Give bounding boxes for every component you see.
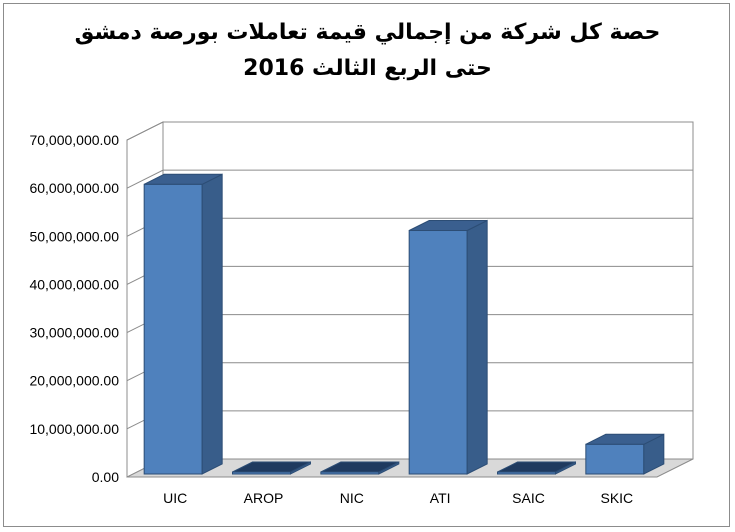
x-tick-label: SAIC: [512, 490, 545, 506]
bar-top: [585, 433, 665, 445]
x-tick-label: AROP: [244, 490, 284, 506]
bar-top: [320, 461, 400, 473]
bar-side: [466, 219, 488, 475]
x-tick-label: UIC: [163, 490, 187, 506]
y-tick-label: 10,000,000.00: [29, 421, 119, 437]
bar: [585, 443, 645, 475]
y-tick-label: 50,000,000.00: [29, 228, 119, 244]
bar: [143, 183, 203, 475]
bar: [408, 230, 468, 475]
x-tick-label: NIC: [340, 490, 364, 506]
x-tick-label: SKIC: [600, 490, 633, 506]
y-tick-label: 0.00: [92, 469, 119, 485]
gridline: [126, 121, 693, 141]
y-tick-label: 60,000,000.00: [29, 180, 119, 196]
bar-top: [143, 173, 223, 185]
gridline: [126, 169, 693, 189]
bar-top: [232, 461, 311, 473]
y-tick-label: 70,000,000.00: [29, 132, 119, 148]
y-tick-label: 40,000,000.00: [29, 276, 119, 292]
chart-subtitle: حتى الربع الثالث 2016: [243, 56, 492, 81]
chart-title: حصة كل شركة من إجمالي قيمة تعاملات بورصة…: [74, 20, 661, 45]
bar-top: [408, 220, 488, 232]
bar-side: [201, 173, 223, 475]
y-tick-label: 20,000,000.00: [29, 373, 119, 389]
y-tick-label: 30,000,000.00: [29, 325, 119, 341]
bar-top: [497, 461, 576, 473]
x-tick-label: ATI: [430, 490, 451, 506]
